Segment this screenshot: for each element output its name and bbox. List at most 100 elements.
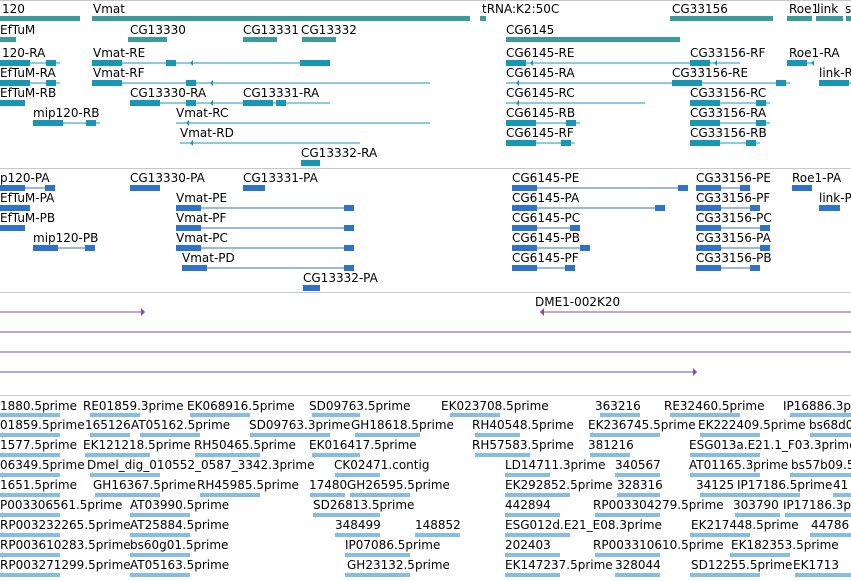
est-label[interactable]: RH40548.5prime	[472, 418, 574, 432]
est-label[interactable]: RE01859.3prime	[83, 399, 184, 413]
strand-arrow[interactable]	[345, 552, 348, 558]
strand-arrow[interactable]	[505, 472, 508, 478]
strand-arrow[interactable]	[530, 60, 533, 66]
strand-arrow[interactable]	[0, 432, 3, 438]
strand-arrow[interactable]	[10, 100, 13, 106]
est-glyph[interactable]	[600, 413, 640, 417]
est-label[interactable]: EK292852.5prime	[505, 478, 613, 492]
transcript-exon[interactable]	[690, 120, 720, 126]
strand-arrow[interactable]	[810, 532, 813, 538]
transcript-exon[interactable]	[690, 60, 710, 66]
est-label[interactable]: ESG013a.E21.1_F03.3prime	[689, 438, 851, 452]
est-glyph[interactable]	[0, 473, 60, 477]
protein-exon[interactable]	[750, 205, 760, 211]
strand-arrow[interactable]	[829, 80, 832, 86]
protein-label[interactable]: CG6145-PF	[512, 251, 579, 265]
gene-label[interactable]: CG13331	[243, 23, 299, 37]
strand-arrow[interactable]	[690, 452, 693, 458]
transcript-label[interactable]: Vmat-RD	[180, 126, 234, 140]
est-label[interactable]: CK02471.contig	[334, 458, 430, 472]
est-glyph[interactable]	[615, 573, 660, 577]
protein-exon[interactable]	[33, 245, 58, 251]
transcript-exon[interactable]	[837, 80, 847, 86]
cdna-end[interactable]	[540, 308, 544, 316]
strand-arrow[interactable]	[810, 432, 813, 438]
est-label[interactable]: 17480	[309, 478, 348, 492]
transcript-label[interactable]: EfTuM-RB	[0, 86, 57, 100]
transcript-exon[interactable]	[690, 100, 720, 106]
est-glyph[interactable]	[670, 413, 740, 417]
protein-label[interactable]: CG13331-PA	[243, 171, 318, 185]
strand-arrow[interactable]	[670, 412, 673, 418]
gene-label[interactable]: CG13330	[130, 23, 186, 37]
transcript-exon[interactable]	[33, 120, 63, 126]
protein-label[interactable]: CG33156-PC	[696, 211, 772, 225]
transcript-exon[interactable]	[92, 80, 122, 86]
protein-exon[interactable]	[750, 265, 760, 271]
transcript-exon[interactable]	[561, 140, 571, 146]
est-label[interactable]: AT01165.3prime	[689, 458, 789, 472]
gene-glyph[interactable]	[243, 37, 277, 42]
est-glyph[interactable]	[312, 453, 360, 457]
protein-exon[interactable]	[655, 205, 665, 211]
est-label[interactable]: RE32460.5prime	[664, 399, 765, 413]
est-label[interactable]: EK068916.5prime	[187, 399, 295, 413]
est-glyph[interactable]	[0, 553, 60, 557]
strand-arrow[interactable]	[740, 492, 743, 498]
transcript-exon[interactable]	[86, 120, 96, 126]
protein-exon[interactable]	[760, 225, 770, 231]
est-glyph[interactable]	[810, 533, 851, 537]
transcript-label[interactable]: CG13330-RA	[130, 86, 207, 100]
transcript-label[interactable]: CG13332-RA	[301, 146, 378, 160]
transcript-label[interactable]: EfTuM-RA	[0, 66, 56, 80]
est-label[interactable]: AT25884.5prime	[130, 518, 230, 532]
strand-arrow[interactable]	[682, 80, 685, 86]
strand-arrow[interactable]	[43, 120, 46, 126]
protein-exon[interactable]	[696, 245, 721, 251]
strand-arrow[interactable]	[615, 472, 618, 478]
est-label[interactable]: AT05163.5prime	[130, 558, 230, 572]
protein-exon[interactable]	[512, 225, 537, 231]
est-glyph[interactable]	[310, 493, 345, 497]
strand-arrow[interactable]	[130, 552, 133, 558]
est-glyph[interactable]	[785, 513, 851, 517]
protein-label[interactable]: Vmat-PF	[176, 211, 227, 225]
protein-exon[interactable]	[0, 225, 25, 231]
est-glyph[interactable]	[0, 493, 60, 497]
est-glyph[interactable]	[130, 533, 190, 537]
est-glyph[interactable]	[0, 413, 60, 417]
strand-arrow[interactable]	[130, 532, 133, 538]
est-label[interactable]: RP003304279.5prime	[593, 498, 724, 512]
est-glyph[interactable]	[0, 513, 60, 517]
protein-exon[interactable]	[696, 225, 721, 231]
transcript-label[interactable]: mip120-RB	[33, 106, 100, 120]
transcript-exon[interactable]	[756, 100, 766, 106]
protein-label[interactable]: Vmat-PC	[176, 231, 228, 245]
strand-arrow[interactable]	[735, 512, 738, 518]
transcript-exon[interactable]	[506, 140, 536, 146]
est-glyph[interactable]	[0, 433, 60, 437]
strand-arrow[interactable]	[505, 532, 508, 538]
gene-glyph[interactable]	[670, 16, 773, 21]
strand-arrow[interactable]	[335, 532, 338, 538]
strand-arrow[interactable]	[700, 120, 703, 126]
protein-exon[interactable]	[512, 245, 537, 251]
transcript-exon[interactable]	[776, 80, 786, 86]
strand-arrow[interactable]	[310, 492, 313, 498]
strand-arrow[interactable]	[785, 512, 788, 518]
strand-arrow[interactable]	[450, 412, 453, 418]
protein-exon[interactable]	[570, 225, 580, 231]
protein-exon[interactable]	[830, 205, 840, 211]
est-label[interactable]: LD14711.3prime	[505, 458, 606, 472]
transcript-exon[interactable]	[186, 100, 196, 106]
strand-arrow[interactable]	[250, 432, 253, 438]
gene-glyph[interactable]	[128, 37, 167, 42]
strand-arrow[interactable]	[0, 412, 3, 418]
est-glyph[interactable]	[595, 513, 660, 517]
est-glyph[interactable]	[810, 433, 851, 437]
strand-arrow[interactable]	[345, 572, 348, 578]
protein-exon[interactable]	[344, 225, 354, 231]
est-glyph[interactable]	[335, 473, 380, 477]
est-label[interactable]: Dmel_dig_010552_0587_3342.3prime	[87, 458, 315, 472]
est-label[interactable]: 348499	[335, 518, 381, 532]
